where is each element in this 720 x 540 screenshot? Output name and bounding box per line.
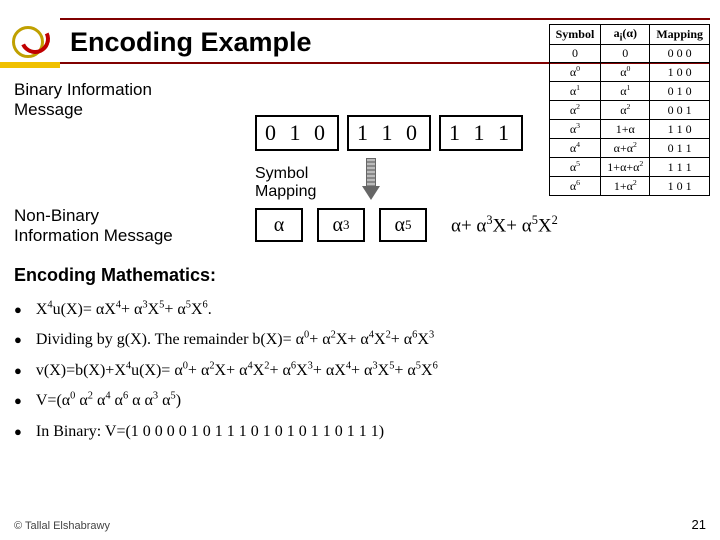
footer-copyright: © Tallal Elshabrawy (14, 520, 110, 532)
bullet-1: X4u(X)= αX4+ α3X5+ α5X6. (14, 295, 710, 325)
table-cell: 0 1 0 (650, 82, 710, 101)
table-cell: 0 0 0 (650, 45, 710, 63)
table-cell: α2 (549, 101, 601, 120)
bullet-3: v(X)=b(X)+X4u(X)= α0+ α2X+ α4X2+ α6X3+ α… (14, 356, 710, 386)
table-header: Symbol (549, 25, 601, 45)
table-cell: 0 (549, 45, 601, 63)
table-cell: α0 (601, 63, 650, 82)
table-cell: α2 (601, 101, 650, 120)
table-cell: 1+α+α2 (601, 158, 650, 177)
binary-info-label: Binary Information Message (14, 80, 152, 119)
symmap-l1: Symbol (255, 165, 308, 182)
arrow-down-icon (362, 158, 380, 200)
encoding-math-title: Encoding Mathematics: (14, 265, 216, 286)
table-cell: α5 (549, 158, 601, 177)
table-cell: α+α2 (601, 139, 650, 158)
logo (6, 24, 56, 60)
page-title: Encoding Example (70, 27, 312, 58)
table-row: α4α+α20 1 1 (549, 139, 709, 158)
table-row: α31+α1 1 0 (549, 120, 709, 139)
bullet-list: X4u(X)= αX4+ α3X5+ α5X6. Dividing by g(X… (14, 295, 710, 447)
accent-bar (0, 62, 60, 68)
top-rule (60, 18, 710, 20)
table-cell: α0 (549, 63, 601, 82)
table-cell: 0 0 1 (650, 101, 710, 120)
table-cell: α1 (601, 82, 650, 101)
mapping-table: Symbolai(α)Mapping 000 0 0α0α01 0 0α1α10… (549, 24, 710, 196)
table-row: α2α20 0 1 (549, 101, 709, 120)
bit-group-2: 1 1 0 (347, 115, 431, 151)
table-cell: α1 (549, 82, 601, 101)
table-cell: 1+α2 (601, 177, 650, 196)
table-cell: α3 (549, 120, 601, 139)
bullet-5: In Binary: V=(1 0 0 0 0 1 0 1 1 1 0 1 0 … (14, 417, 710, 447)
symbol-box-2: α3 (317, 208, 365, 242)
table-cell: 0 1 1 (650, 139, 710, 158)
binary-info-l1: Binary Information (14, 80, 152, 99)
table-row: α1α10 1 0 (549, 82, 709, 101)
table-row: α61+α21 0 1 (549, 177, 709, 196)
symbol-box-3: α5 (379, 208, 427, 242)
nonbinary-info-label: Non-Binary Information Message (14, 206, 173, 245)
bit-groups: 0 1 0 1 1 0 1 1 1 (255, 115, 523, 151)
nonbin-l1: Non-Binary (14, 206, 99, 225)
table-cell: 1+α (601, 120, 650, 139)
table-cell: 1 1 1 (650, 158, 710, 177)
symbol-box-1: α (255, 208, 303, 242)
nonbin-l2: Information Message (14, 226, 173, 245)
table-row: α0α01 0 0 (549, 63, 709, 82)
symbol-mapping-label: Symbol Mapping (255, 165, 316, 200)
page-number: 21 (692, 517, 706, 532)
bit-group-1: 0 1 0 (255, 115, 339, 151)
symbol-row: α α3 α5 α+ α3X+ α5X2 (255, 208, 558, 242)
table-header: ai(α) (601, 25, 650, 45)
table-header: Mapping (650, 25, 710, 45)
symmap-l2: Mapping (255, 183, 316, 200)
table-row: 000 0 0 (549, 45, 709, 63)
polynomial: α+ α3X+ α5X2 (451, 213, 558, 237)
bullet-4: V=(α0 α2 α4 α6 α α3 α5) (14, 386, 710, 416)
table-cell: α4 (549, 139, 601, 158)
binary-info-l2: Message (14, 100, 83, 119)
bit-group-3: 1 1 1 (439, 115, 523, 151)
table-cell: 1 0 0 (650, 63, 710, 82)
table-cell: 1 1 0 (650, 120, 710, 139)
table-row: α51+α+α21 1 1 (549, 158, 709, 177)
bullet-2: Dividing by g(X). The remainder b(X)= α0… (14, 325, 710, 355)
table-cell: 0 (601, 45, 650, 63)
table-cell: 1 0 1 (650, 177, 710, 196)
table-cell: α6 (549, 177, 601, 196)
